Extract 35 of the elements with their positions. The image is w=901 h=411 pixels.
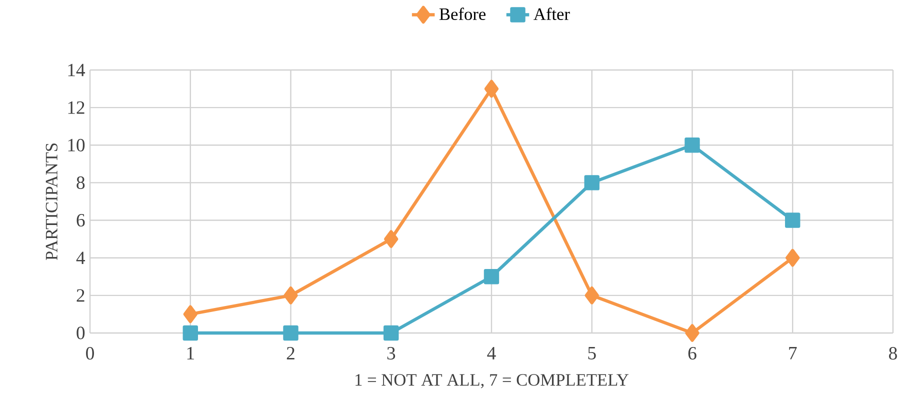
x-tick-label: 8 bbox=[889, 347, 897, 360]
point bbox=[584, 286, 599, 304]
point bbox=[183, 305, 198, 324]
y-tick-label: 2 bbox=[76, 289, 84, 302]
y-tick-label: 0 bbox=[76, 326, 85, 340]
point bbox=[384, 325, 399, 341]
y-tick-label: 12 bbox=[68, 101, 84, 114]
x-tick-label: 4 bbox=[487, 347, 496, 360]
point bbox=[685, 324, 700, 342]
x-tick-label: 1 bbox=[187, 347, 194, 360]
y-tick-label: 14 bbox=[68, 64, 86, 76]
x-tick-label: 7 bbox=[789, 347, 797, 360]
point bbox=[284, 286, 298, 304]
legend-label: After bbox=[534, 8, 570, 20]
y-axis-title: PARTICIPANTS bbox=[46, 144, 58, 260]
x-tick-label: 3 bbox=[387, 347, 396, 360]
legend-label: Before bbox=[439, 8, 486, 20]
x-tick-label: 0 bbox=[86, 347, 94, 360]
point bbox=[786, 248, 800, 267]
point bbox=[484, 80, 499, 98]
point bbox=[384, 230, 398, 248]
point bbox=[484, 269, 500, 284]
y-tick-label: 8 bbox=[76, 176, 85, 190]
point bbox=[182, 325, 198, 341]
point bbox=[684, 138, 700, 153]
y-tick-label: 6 bbox=[76, 214, 85, 227]
point bbox=[785, 212, 800, 228]
x-tick-label: 5 bbox=[588, 347, 596, 360]
x-tick-label: 6 bbox=[688, 347, 696, 360]
point bbox=[283, 325, 298, 341]
y-tick-label: 10 bbox=[68, 138, 85, 152]
y-tick-label: 4 bbox=[76, 252, 86, 264]
point bbox=[584, 175, 600, 190]
x-axis-title: 1 = NOT AT ALL, 7 = COMPLETELY bbox=[356, 374, 629, 388]
x-tick-label: 2 bbox=[286, 347, 294, 360]
